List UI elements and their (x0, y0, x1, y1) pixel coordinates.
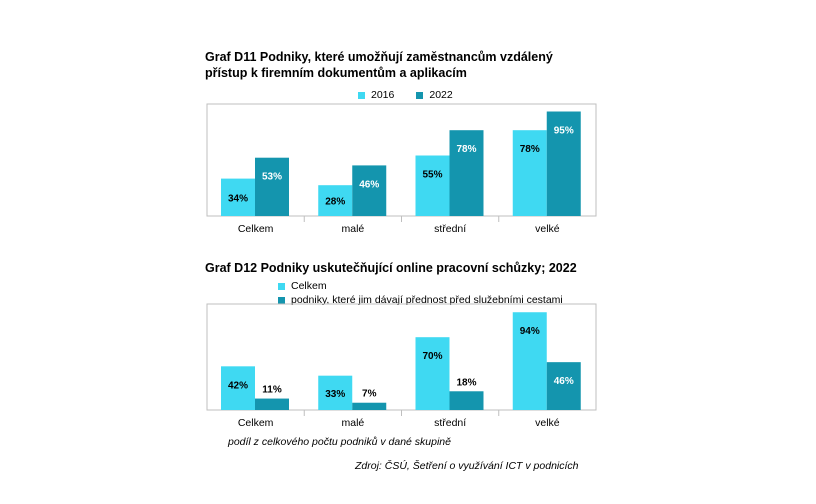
chart-d12-legend-item-1: Celkem (278, 280, 327, 292)
chart-d11-bar-0-1 (318, 185, 353, 216)
chart-d12-data-label-0-3: 94% (520, 326, 540, 337)
chart-d11-bar-0-0 (221, 178, 255, 216)
chart-d12-data-label-0-1: 33% (325, 389, 345, 400)
chart-d11-category-label: velké (535, 223, 560, 235)
legend-swatch-2022 (416, 91, 424, 99)
chart-d12-title: Graf D12 Podniky uskutečňující online pr… (205, 260, 577, 276)
chart-d12-bar-1-2 (449, 391, 484, 410)
legend-swatch-2016 (358, 91, 365, 99)
chart-d11-data-label-0-2: 55% (422, 170, 442, 181)
chart-d11-bar-1-1 (352, 165, 387, 216)
chart-d11-title-line2: přístup k firemním dokumentům a aplikací… (205, 66, 467, 80)
chart-d12-data-label-1-0: 11% (262, 385, 282, 396)
chart-d12-data-label-0-0: 42% (228, 380, 248, 391)
chart-d11-data-label-1-2: 78% (456, 144, 476, 155)
share-note: podíl z celkového počtu podniků v dané s… (228, 436, 451, 448)
legend-swatch-preference (278, 296, 285, 304)
chart-d12-bar-0-0 (221, 366, 255, 410)
chart-d12-category-label: Celkem (238, 417, 274, 429)
chart-d12-data-label-0-2: 70% (422, 351, 442, 362)
chart-d12-bar-1-1 (352, 402, 387, 410)
chart-d11-category-label: střední (434, 223, 466, 235)
chart-d11-category-label: Celkem (238, 223, 274, 235)
chart-d12-bar-0-3 (512, 312, 547, 410)
chart-d11-title-line1: Graf D11 Podniky, které umožňují zaměstn… (205, 50, 553, 64)
chart-d12-legend-item-2: podniky, které jim dávají přednost před … (278, 294, 563, 306)
chart-d11-bar-1-3 (546, 111, 581, 216)
chart-d11-category-label: malé (341, 223, 364, 235)
chart-d11-title: Graf D11 Podniky, které umožňují zaměstn… (205, 49, 553, 81)
source-note: Zdroj: ČSÚ, Šetření o využívání ICT v po… (355, 460, 579, 472)
chart-d12-category-label: malé (341, 417, 364, 429)
chart-d11-legend: 2016 2022 (358, 89, 453, 101)
legend-label-celkem: Celkem (291, 280, 327, 292)
legend-swatch-celkem (278, 282, 285, 290)
legend-label-preference: podniky, které jim dávají přednost před … (291, 294, 563, 306)
chart-d12-data-label-1-1: 7% (362, 389, 377, 400)
chart-d12-data-label-1-3: 46% (554, 376, 574, 387)
chart-d12-bar-0-1 (318, 375, 353, 410)
chart-d12-title-line1: Graf D12 Podniky uskutečňující online pr… (205, 261, 577, 275)
chart-d12-category-label: velké (535, 417, 560, 429)
chart-d11-bar-1-2 (449, 130, 484, 216)
chart-d11-data-label-0-3: 78% (520, 144, 540, 155)
chart-d11-bar-0-3 (512, 130, 547, 216)
chart-d12-bar-1-0 (255, 398, 289, 410)
chart-d12-bar-1-3 (546, 362, 581, 410)
chart-d12-category-label: střední (434, 417, 466, 429)
chart-d11-bar-0-2 (415, 155, 450, 216)
chart-d12-data-label-1-2: 18% (456, 377, 476, 388)
legend-label-2022: 2022 (429, 89, 453, 101)
chart-d11-data-label-0-1: 28% (325, 197, 345, 208)
chart-d11-data-label-1-0: 53% (262, 172, 282, 183)
chart-d11-data-label-1-3: 95% (554, 126, 574, 137)
chart-d12-bar-0-2 (415, 337, 450, 410)
chart-d11-bar-1-0 (255, 157, 289, 216)
legend-label-2016: 2016 (371, 89, 395, 101)
chart-d11-data-label-0-0: 34% (228, 193, 248, 204)
chart-d11-data-label-1-1: 46% (359, 179, 379, 190)
